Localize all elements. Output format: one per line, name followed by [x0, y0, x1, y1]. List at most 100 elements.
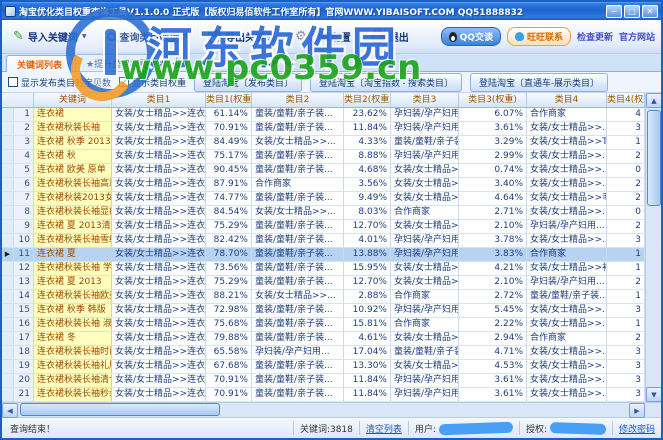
qq-contact-button[interactable]: QQ交谈: [440, 27, 501, 46]
query-category-button[interactable]: 查询类目数据 ▼: [102, 26, 194, 47]
column-header[interactable]: 类目2(权重): [344, 93, 391, 107]
column-header[interactable]: 类目1(权重): [206, 93, 252, 107]
cell: 18: [14, 346, 34, 359]
cell: 女装/女士精品>>连衣裙: [112, 206, 206, 219]
cell: 童装/童鞋/亲子装...: [252, 248, 344, 261]
table-row[interactable]: 8 连衣裙秋装长袖显瘦 女装/女士精品>>连衣裙 84.54% 女装/女士精品>>...…: [2, 206, 645, 220]
cell: 8.88%: [344, 150, 391, 163]
table-row[interactable]: 2 连衣裙秋装长袖 女装/女士精品>>连衣裙 70.91% 童装/童鞋/亲子装... 11…: [2, 122, 645, 136]
scroll-right-icon[interactable]: ▶: [629, 403, 645, 418]
column-header[interactable]: 类目2: [252, 93, 344, 107]
cell: 2.22%: [459, 318, 527, 331]
search-icon: [106, 32, 119, 43]
column-header[interactable]: 类目3(权重): [459, 93, 527, 107]
cell: 孕妇装/孕产妇用...: [391, 304, 459, 317]
horizontal-scrollbar[interactable]: ◀ ▶: [2, 402, 661, 418]
column-header[interactable]: 关键词: [34, 93, 112, 107]
login-index-search-category-button[interactable]: 登陆淘宝〔淘宝指数 - 搜索类目〕: [310, 72, 463, 92]
cell: 9: [14, 220, 34, 233]
table-row[interactable]: 6 连衣裙秋装长袖高端 女装/女士精品>>连衣裙 87.91% 合作商家 3.56% 女装/…: [2, 178, 645, 192]
horizontal-scroll-thumb[interactable]: [20, 403, 220, 416]
cell: 连衣裙秋装2013女款: [34, 192, 112, 205]
table-row[interactable]: 9 连衣裙 夏 2013清仓 女装/女士精品>>连衣裙 75.29% 童装/童鞋/亲子装…: [2, 220, 645, 234]
table-row[interactable]: 3 连衣裙 秋季 2013... 女装/女士精品>>连衣裙 84.49% 女装/女士精品…: [2, 136, 645, 150]
clear-list-link[interactable]: 清空列表: [365, 424, 402, 435]
checkbox-show-weight[interactable]: ✓ 显示类目权重: [119, 77, 187, 89]
official-site-link[interactable]: 官方网站: [618, 33, 655, 43]
column-header[interactable]: [2, 93, 34, 107]
table-row[interactable]: 4 连衣裙 秋女装/女士精品>>连衣裙 75.17% 童装/童鞋/亲子装... 8.88…: [2, 150, 645, 164]
cell: 6: [14, 178, 34, 191]
cell: 童装/童鞋/亲子装...: [252, 262, 344, 275]
table-row[interactable]: 20 连衣裙秋装长袖清仓 女装/女士精品>>连衣裙 70.91% 童装/童鞋/亲子装..…: [2, 374, 645, 388]
table-header-row: 关键词 类目1 类目1(权重) 类目2 类目2(权重) 类目3 类目3(权重) 类目4 类目4(…: [2, 93, 645, 108]
exit-button[interactable]: ✕ 退出: [366, 26, 414, 47]
settings-button[interactable]: ⚙ 参数配置: [295, 29, 351, 44]
cell: 72.98%: [206, 304, 252, 317]
cell: 女装/女士精品>>连衣裙: [112, 122, 206, 135]
vertical-scroll-thumb[interactable]: [647, 110, 661, 206]
cell: 连衣裙 欧美 原单: [34, 164, 112, 177]
row-selector-cell: [2, 290, 14, 303]
cell: 女装/女士精品>>连衣裙: [112, 234, 206, 247]
table-row[interactable]: 10 连衣裙秋装长袖雪纺 女装/女士精品>>连衣裙 82.42% 童装/童鞋/亲子装..…: [2, 234, 645, 248]
wangwang-icon: [514, 32, 524, 41]
change-password-link[interactable]: 修改密码: [618, 424, 655, 435]
cell: 3: [607, 360, 645, 373]
column-header[interactable]: 类目4: [527, 93, 607, 107]
cell: 连衣裙秋装长袖秒杀: [34, 388, 112, 401]
table-row[interactable]: 1 连衣裙 女装/女士精品>>连衣裙 61.14% 童装/童鞋/亲子装... 23.62%…: [2, 108, 645, 122]
table-row[interactable]: 18 连衣裙秋装长袖时尚 女装/女士精品>>连衣裙 65.58% 孕妇装/孕产妇用...…: [2, 346, 645, 360]
maximize-button[interactable]: □: [624, 4, 640, 18]
table-row[interactable]: ▶ 11 连衣裙 夏女装/女士精品>>连衣裙 78.70% 童装/童鞋/亲子装... 13…: [2, 248, 645, 262]
table-row[interactable]: 7连衣裙秋装2013女款女装/女士精品>>连衣裙74.77%童装/童鞋/亲子装.…: [2, 192, 645, 206]
import-keywords-button[interactable]: ✎ 导入关键词 ▼: [13, 29, 87, 44]
minimize-button[interactable]: ─: [606, 4, 622, 18]
cell: 连衣裙秋装长袖显瘦: [34, 206, 112, 219]
login-publish-category-button[interactable]: 登陆淘宝〔发布类目〕: [194, 72, 303, 92]
close-button[interactable]: ✕: [642, 4, 658, 18]
wangwang-contact-button[interactable]: 旺旺联系: [506, 27, 571, 46]
scrollbar-corner: [645, 403, 661, 417]
cell: 童装/童鞋/亲子装...: [252, 192, 344, 205]
column-header[interactable]: 类目4(权重: [607, 93, 645, 107]
cell: 78.70%: [206, 248, 252, 261]
tab-keyword-list[interactable]: 关键词列表: [6, 55, 74, 72]
table-row[interactable]: 5 连衣裙 欧美 原单 女装/女士精品>>连衣裙 90.45% 童装/童鞋/亲子装...…: [2, 164, 645, 178]
cell: 连衣裙秋装长袖雪纺: [34, 234, 112, 247]
scroll-down-icon[interactable]: ▼: [646, 387, 661, 402]
check-update-link[interactable]: 检查更新: [576, 33, 613, 43]
cell: 2.71%: [459, 206, 527, 219]
table-row[interactable]: 14 连衣裙秋装长袖欧美 女装/女士精品>>连衣裙 88.21% 女装/女士精品>>..…: [2, 290, 645, 304]
column-header[interactable]: 类目3: [391, 93, 459, 107]
cell: 75.17%: [206, 150, 252, 163]
cell: 女装/女士精品>>...: [391, 178, 459, 191]
table-row[interactable]: 21 连衣裙秋装长袖秒杀 女装/女士精品>>连衣裙 70.91% 童装/童鞋/亲子装..…: [2, 388, 645, 402]
export-keywords-button[interactable]: 导出关键词: [203, 26, 280, 47]
column-header[interactable]: 类目1: [112, 93, 206, 107]
table-row[interactable]: 13 连衣裙 夏 2013 女装/女士精品>>连衣裙 75.29% 童装/童鞋/亲子装.…: [2, 276, 645, 290]
cell: 女装/女士精品>>...: [527, 374, 607, 387]
cell: 8.03%: [344, 206, 391, 219]
checkbox-show-item-count[interactable]: 显示发布类目的宝贝数: [8, 76, 111, 89]
cell: 12.70%: [344, 276, 391, 289]
cell: 75.29%: [206, 276, 252, 289]
scroll-up-icon[interactable]: ▲: [646, 93, 661, 108]
table-row[interactable]: 19 连衣裙秋装长袖礼服 女装/女士精品>>连衣裙 67.68% 童装/童鞋/亲子装..…: [2, 360, 645, 374]
cell: 12.70%: [344, 220, 391, 233]
cell: 3.29%: [459, 136, 527, 149]
login-ztc-display-category-button[interactable]: 登陆淘宝〔直通车-展示类目〕: [470, 72, 609, 92]
vertical-scrollbar[interactable]: ▲ ▼: [645, 93, 661, 402]
tab-boost-category-weight[interactable]: ★提升类目权重指数: [75, 54, 178, 71]
table-row[interactable]: 17 连衣裙 冬女装/女士精品>>连衣裙 79.88% 童装/童鞋/亲子装... 4.6…: [2, 332, 645, 346]
scroll-left-icon[interactable]: ◀: [2, 403, 18, 418]
cell: 童装/童鞋/亲子装...: [252, 108, 344, 121]
cell: 16: [14, 318, 34, 331]
ink-scribble-user: [438, 421, 514, 435]
table-row[interactable]: 15 连衣裙 秋季 韩版 女装/女士精品>>连衣裙 72.98% 童装/童鞋/亲子装..…: [2, 304, 645, 318]
cell: 70.91%: [206, 388, 252, 401]
cell: 合作商家: [391, 318, 459, 331]
titlebar[interactable]: 淘宝优化类目权重查询工具V1.1.0.0 正式版【版权归易佰软件工作室所有】官网…: [2, 2, 661, 20]
